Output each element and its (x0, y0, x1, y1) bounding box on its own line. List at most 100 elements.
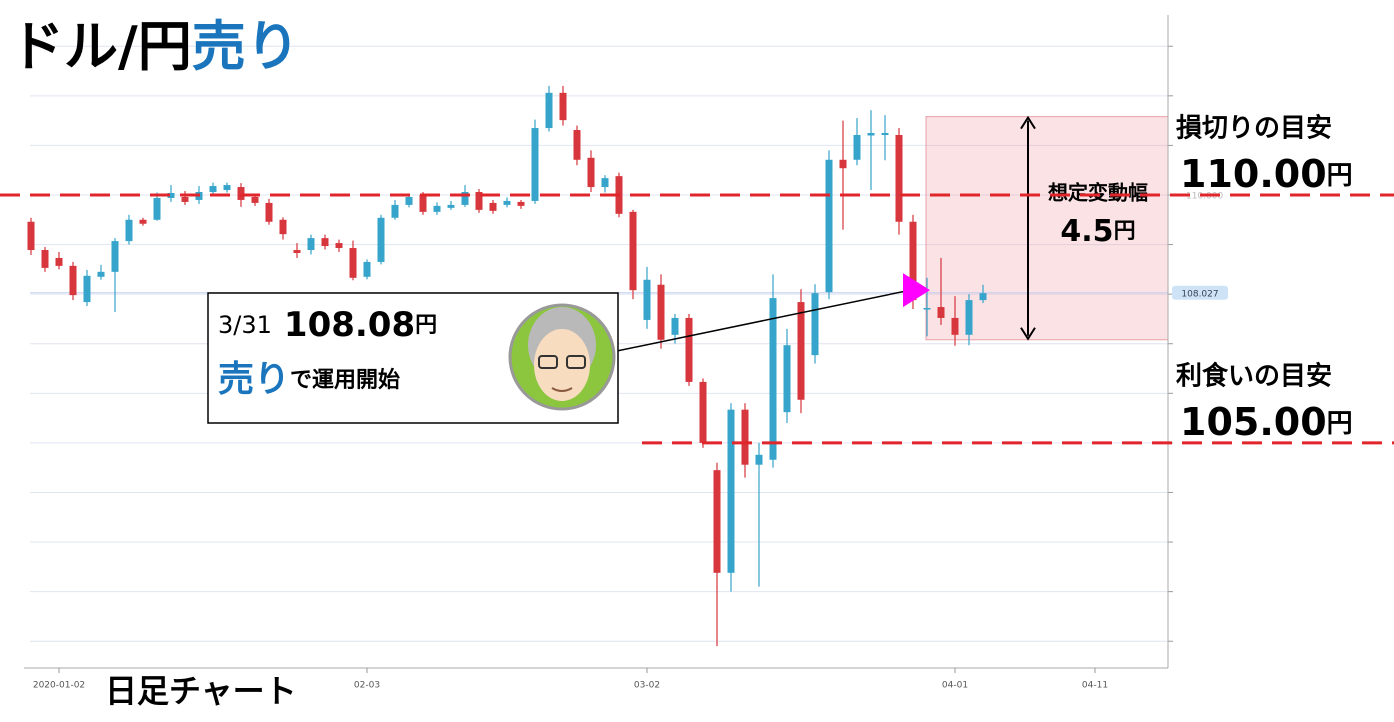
entry-unit: 円 (415, 313, 437, 338)
candle-body (769, 298, 777, 460)
candle-body (349, 248, 357, 278)
candle-body (335, 243, 343, 249)
candle-body (895, 134, 903, 222)
target-price: 105.00円 (1180, 399, 1353, 443)
target-unit: 円 (1327, 408, 1353, 438)
candle-body (489, 202, 497, 211)
entry-price: 108.08 (284, 305, 415, 345)
candle-body (713, 470, 721, 573)
range-unit: 円 (1114, 219, 1136, 244)
candle-body (671, 317, 679, 335)
avatar-mouth (551, 387, 573, 392)
candle-body (69, 265, 77, 296)
target-unit: 円 (1327, 160, 1353, 190)
candle-body (951, 317, 959, 335)
avatar-glass (538, 355, 558, 369)
candle-body (783, 345, 791, 413)
candle-body (755, 454, 763, 465)
candle-body (881, 133, 889, 135)
candle-body (447, 204, 455, 208)
candle-body (279, 219, 287, 235)
arrow-head (1020, 327, 1036, 341)
avatar-face (534, 329, 590, 401)
callout-line (611, 289, 911, 353)
candle-body (727, 409, 735, 573)
price-marker (1172, 285, 1228, 300)
chart-title: ドル/円売り (10, 15, 300, 78)
candle-body (685, 317, 693, 382)
target-number: 110.00 (1180, 151, 1327, 195)
candle-body (797, 302, 805, 400)
x-tick-label: 03-02 (634, 681, 660, 691)
candle-body (111, 241, 119, 272)
candle-body (139, 219, 147, 224)
candle-body (909, 221, 917, 301)
candle-body (545, 92, 553, 129)
candle-body (125, 219, 133, 242)
candle-body (825, 159, 833, 293)
target-number: 105.00 (1180, 399, 1327, 443)
candle-body (573, 130, 581, 160)
candle-body (97, 271, 105, 277)
candle-body (181, 196, 189, 202)
candle-body (461, 192, 469, 205)
entry-date: 3/31 (218, 311, 272, 339)
title-accent: 売り (192, 15, 300, 78)
range-number: 4.5 (1060, 214, 1113, 249)
candle-body (293, 250, 301, 253)
entry-line1: 3/31 108.08円 (218, 305, 437, 345)
entry-text: で運用開始 (290, 367, 400, 393)
candle-body (559, 92, 567, 121)
candle-body (167, 193, 175, 198)
candle-body (209, 186, 217, 193)
candle-body (405, 196, 413, 205)
range-label: 想定変動幅 (1048, 181, 1148, 205)
candle-body (867, 133, 875, 136)
candle-body (531, 128, 539, 201)
candle-body (265, 202, 273, 222)
x-tick-label: 2020-01-02 (33, 681, 85, 691)
candle-body (811, 293, 819, 356)
candle-body (363, 261, 371, 277)
candle-body (601, 178, 609, 188)
target-price: 110.00円 (1180, 151, 1353, 195)
candle-body (965, 300, 973, 335)
candle-body (55, 257, 63, 266)
candle-body (923, 308, 931, 310)
entry-action: 売り (218, 359, 290, 400)
candle-body (307, 238, 315, 251)
target-label: 損切りの目安 (1176, 113, 1332, 143)
candle-body (503, 200, 511, 205)
candle-body (587, 157, 595, 188)
candle-body (839, 159, 847, 169)
candle-body (699, 381, 707, 443)
candle-body (377, 217, 385, 262)
candle-body (391, 204, 399, 218)
candle-body (937, 307, 945, 318)
x-tick-label: 02-03 (354, 681, 380, 691)
candle-body (419, 194, 427, 212)
candle-body (223, 185, 231, 191)
entry-marker (903, 273, 930, 308)
candle-body (251, 196, 259, 203)
candle-body (741, 409, 749, 465)
candle-body (41, 250, 49, 268)
entry-line2: 売りで運用開始 (218, 359, 400, 400)
avatar (508, 303, 616, 411)
candle-body (853, 134, 861, 160)
avatar-glass (566, 355, 586, 369)
price-marker-label: 108.027 (1181, 289, 1218, 299)
candle-body (433, 205, 441, 212)
subtitle: 日足チャート (105, 672, 297, 710)
candle-body (475, 192, 483, 210)
candle-body (83, 275, 91, 303)
x-tick-label: 04-01 (942, 681, 968, 691)
range-value: 4.5円 (1060, 214, 1135, 249)
x-tick-label: 04-11 (1082, 681, 1108, 691)
candle-body (27, 221, 35, 251)
arrow-head (1020, 115, 1036, 130)
candle-body (979, 293, 987, 301)
candle-body (321, 238, 329, 247)
